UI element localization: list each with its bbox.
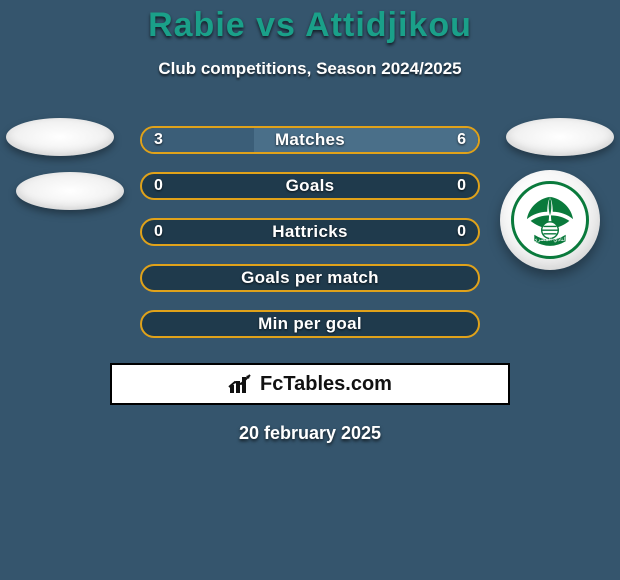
stat-value-right: 6	[457, 128, 466, 152]
stat-row: Goals per match	[0, 255, 620, 301]
stat-value-left: 3	[154, 128, 163, 152]
stat-label: Min per goal	[142, 312, 478, 336]
stat-label: Hattricks	[142, 220, 478, 244]
bar-chart-icon	[228, 373, 254, 395]
stat-value-right: 0	[457, 174, 466, 198]
subtitle: Club competitions, Season 2024/2025	[0, 59, 620, 79]
stat-row: Matches3 6	[0, 117, 620, 163]
stat-bar: Hattricks0 0	[140, 218, 480, 246]
stat-label: Goals	[142, 174, 478, 198]
stat-row: Hattricks0 0	[0, 209, 620, 255]
stat-rows: Matches36Goals00Hattricks00Goals per mat…	[0, 117, 620, 347]
date-text: 20 february 2025	[0, 423, 620, 444]
comparison-card: Rabie vs Attidjikou Club competitions, S…	[0, 0, 620, 580]
stat-bar: Goals0 0	[140, 172, 480, 200]
stat-label: Goals per match	[142, 266, 478, 290]
stat-row: Min per goal	[0, 301, 620, 347]
stat-value-right: 0	[457, 220, 466, 244]
stat-bar: Goals per match	[140, 264, 480, 292]
stat-bar: Matches3 6	[140, 126, 480, 154]
brand-text: FcTables.com	[260, 373, 392, 396]
page-title: Rabie vs Attidjikou	[0, 6, 620, 45]
stat-row: Goals0 0	[0, 163, 620, 209]
stat-value-left: 0	[154, 174, 163, 198]
brand-badge: FcTables.com	[110, 363, 510, 405]
stat-bar: Min per goal	[140, 310, 480, 338]
stat-label: Matches	[142, 128, 478, 152]
stat-value-left: 0	[154, 220, 163, 244]
